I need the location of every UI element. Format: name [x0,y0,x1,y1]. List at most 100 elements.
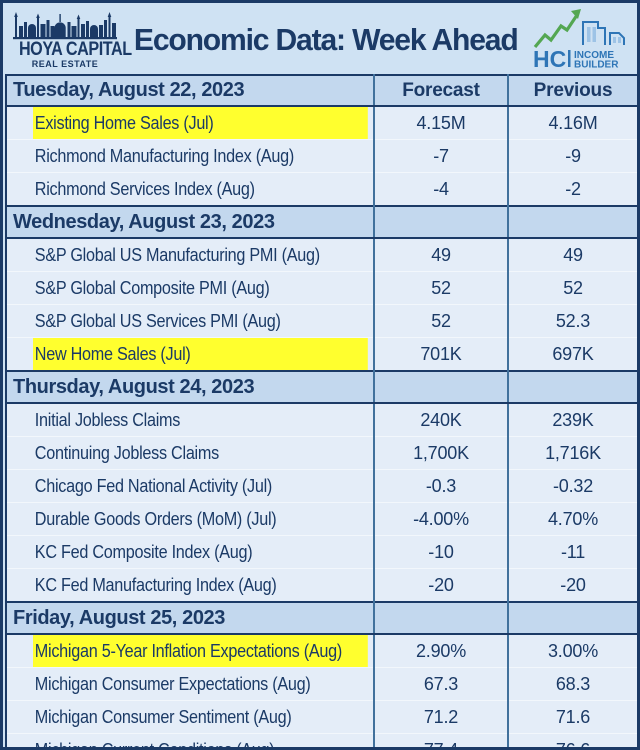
forecast-value: -4.00% [373,502,508,536]
previous-value: 52 [507,271,637,305]
hoya-logo-name: HOYA CAPITAL [18,39,132,60]
row-label-text: Michigan Consumer Sentiment (Aug) [34,707,292,727]
forecast-value: 2.90% [373,634,508,668]
row-label: Michigan Consumer Sentiment (Aug) [6,700,374,734]
table-body: Tuesday, August 22, 2023 Forecast Previo… [6,75,637,750]
table-row: Chicago Fed National Activity (Jul) -0.3-… [6,469,637,503]
forecast-column-header: Forecast [373,75,508,107]
table-row: Michigan Current Conditions (Aug) 77.4 76.… [6,733,637,750]
forecast-value: 52 [373,271,508,305]
day-label: Tuesday, August 22, 2023 [6,75,374,107]
table-row: Richmond Manufacturing Index (Aug) -7 -9 [6,139,637,173]
table-row: S&P Global Composite PMI (Aug) 52 52 [6,271,637,305]
previous-value: 3.00% [507,634,637,668]
forecast-value: -4 [373,172,508,207]
forecast-value: -7 [373,139,508,173]
table-row: New Home Sales (Jul) 701K 697K [6,337,637,372]
row-label-text-highlighted: Existing Home Sales (Jul) [33,107,368,139]
hoya-logo-tagline: REAL ESTATE [31,59,99,69]
svg-text:BUILDER: BUILDER [574,60,619,70]
table-row: S&P Global US Manufacturing PMI (Aug) 49 4… [6,238,637,272]
previous-column-header: Previous [507,75,637,107]
table-row: Continuing Jobless Claims 1,700K 1,716K [6,436,637,470]
table-row: Michigan 5-Year Inflation Expectations (… [6,634,637,668]
row-label-text: Richmond Manufacturing Index (Aug) [34,146,294,166]
previous-value: 4.16M [507,106,637,140]
row-label-text: Michigan Current Conditions (Aug) [34,740,275,750]
table-row: Existing Home Sales (Jul) 4.15M 4.16M [6,106,637,140]
row-label-text-highlighted: Michigan 5-Year Inflation Expectations (… [33,635,368,667]
row-label-text: S&P Global Composite PMI (Aug) [34,278,270,298]
row-label: S&P Global US Services PMI (Aug) [6,304,374,338]
table-row: Richmond Services Index (Aug) -4 -2 [6,172,637,207]
previous-value: 697K [507,337,637,372]
previous-value: 52.3 [507,304,637,338]
day-header-row: Thursday, August 24, 2023 [6,370,637,404]
hc-income-builder-logo: HC INCOME BUILDER [531,5,631,74]
table-row: Michigan Consumer Sentiment (Aug) 71.2 71.… [6,700,637,734]
row-label-text: Initial Jobless Claims [34,410,181,430]
row-label-text: Michigan Consumer Expectations (Aug) [34,674,311,694]
previous-value: 71.6 [507,700,637,734]
row-label-text: Continuing Jobless Claims [34,443,219,463]
table-row: KC Fed Manufacturing Index (Aug) -20 -20 [6,568,637,603]
forecast-cell-empty [373,205,508,239]
row-label-text: KC Fed Composite Index (Aug) [34,542,253,562]
row-label: Chicago Fed National Activity (Jul) [6,469,374,503]
row-label-text: Richmond Services Index (Aug) [34,179,255,199]
table-row: S&P Global US Services PMI (Aug) 52 52.3 [6,304,637,338]
previous-value: 4.70% [507,502,637,536]
day-header-row: Friday, August 25, 2023 [6,601,637,635]
table-row: Durable Goods Orders (MoM) (Jul) -4.00% 4.… [6,502,637,536]
forecast-cell-empty [373,601,508,635]
row-label: Michigan Current Conditions (Aug) [6,733,374,750]
row-label: Initial Jobless Claims [6,403,374,437]
table-row: KC Fed Composite Index (Aug) -10 -11 [6,535,637,569]
table-header-row: Tuesday, August 22, 2023 Forecast Previo… [6,75,637,107]
header-band: HOYA CAPITAL REAL ESTATE Economic Data: … [5,3,635,74]
row-label-text: Durable Goods Orders (MoM) (Jul) [34,509,277,529]
table-row: Initial Jobless Claims 240K 239K [6,403,637,437]
hoya-capital-logo: HOYA CAPITAL REAL ESTATE [9,10,132,69]
previous-value: 68.3 [507,667,637,701]
city-skyline-icon [13,12,117,40]
row-label: Durable Goods Orders (MoM) (Jul) [6,502,374,536]
row-label: Michigan 5-Year Inflation Expectations (… [6,634,374,668]
title-wrap: Economic Data: Week Ahead [121,22,531,58]
row-label-text: S&P Global US Manufacturing PMI (Aug) [34,245,320,265]
svg-text:INCOME: INCOME [574,50,614,61]
day-label: Thursday, August 24, 2023 [6,370,374,404]
row-label-text: KC Fed Manufacturing Index (Aug) [34,575,277,595]
row-label: Richmond Services Index (Aug) [6,172,374,207]
previous-value: -2 [507,172,637,207]
forecast-value: -0.3 [373,469,508,503]
forecast-value: 701K [373,337,508,372]
row-label: KC Fed Manufacturing Index (Aug) [6,568,374,603]
row-label: S&P Global Composite PMI (Aug) [6,271,374,305]
row-label-text-highlighted: New Home Sales (Jul) [33,338,368,370]
previous-value: 1,716K [507,436,637,470]
economic-data-table: Tuesday, August 22, 2023 Forecast Previo… [5,74,637,750]
row-label: KC Fed Composite Index (Aug) [6,535,374,569]
hc-logo-graphic: HC INCOME BUILDER [533,9,625,72]
previous-cell-empty [507,370,637,404]
forecast-value: -20 [373,568,508,603]
previous-value: -9 [507,139,637,173]
forecast-value: 77.4 [373,733,508,747]
previous-value: 76.6 [507,733,637,747]
forecast-value: 1,700K [373,436,508,470]
forecast-value: 4.15M [373,106,508,140]
growth-arrow-icon [533,9,581,49]
day-label: Wednesday, August 23, 2023 [6,205,374,239]
forecast-cell-empty [373,370,508,404]
day-label: Friday, August 25, 2023 [6,601,374,635]
row-label: Michigan Consumer Expectations (Aug) [6,667,374,701]
svg-text:HC: HC [533,46,566,69]
forecast-value: 240K [373,403,508,437]
row-label: Richmond Manufacturing Index (Aug) [6,139,374,173]
previous-value: -20 [507,568,637,603]
previous-value: -0.32 [507,469,637,503]
row-label-text: S&P Global US Services PMI (Aug) [34,311,281,331]
row-label: S&P Global US Manufacturing PMI (Aug) [6,238,374,272]
